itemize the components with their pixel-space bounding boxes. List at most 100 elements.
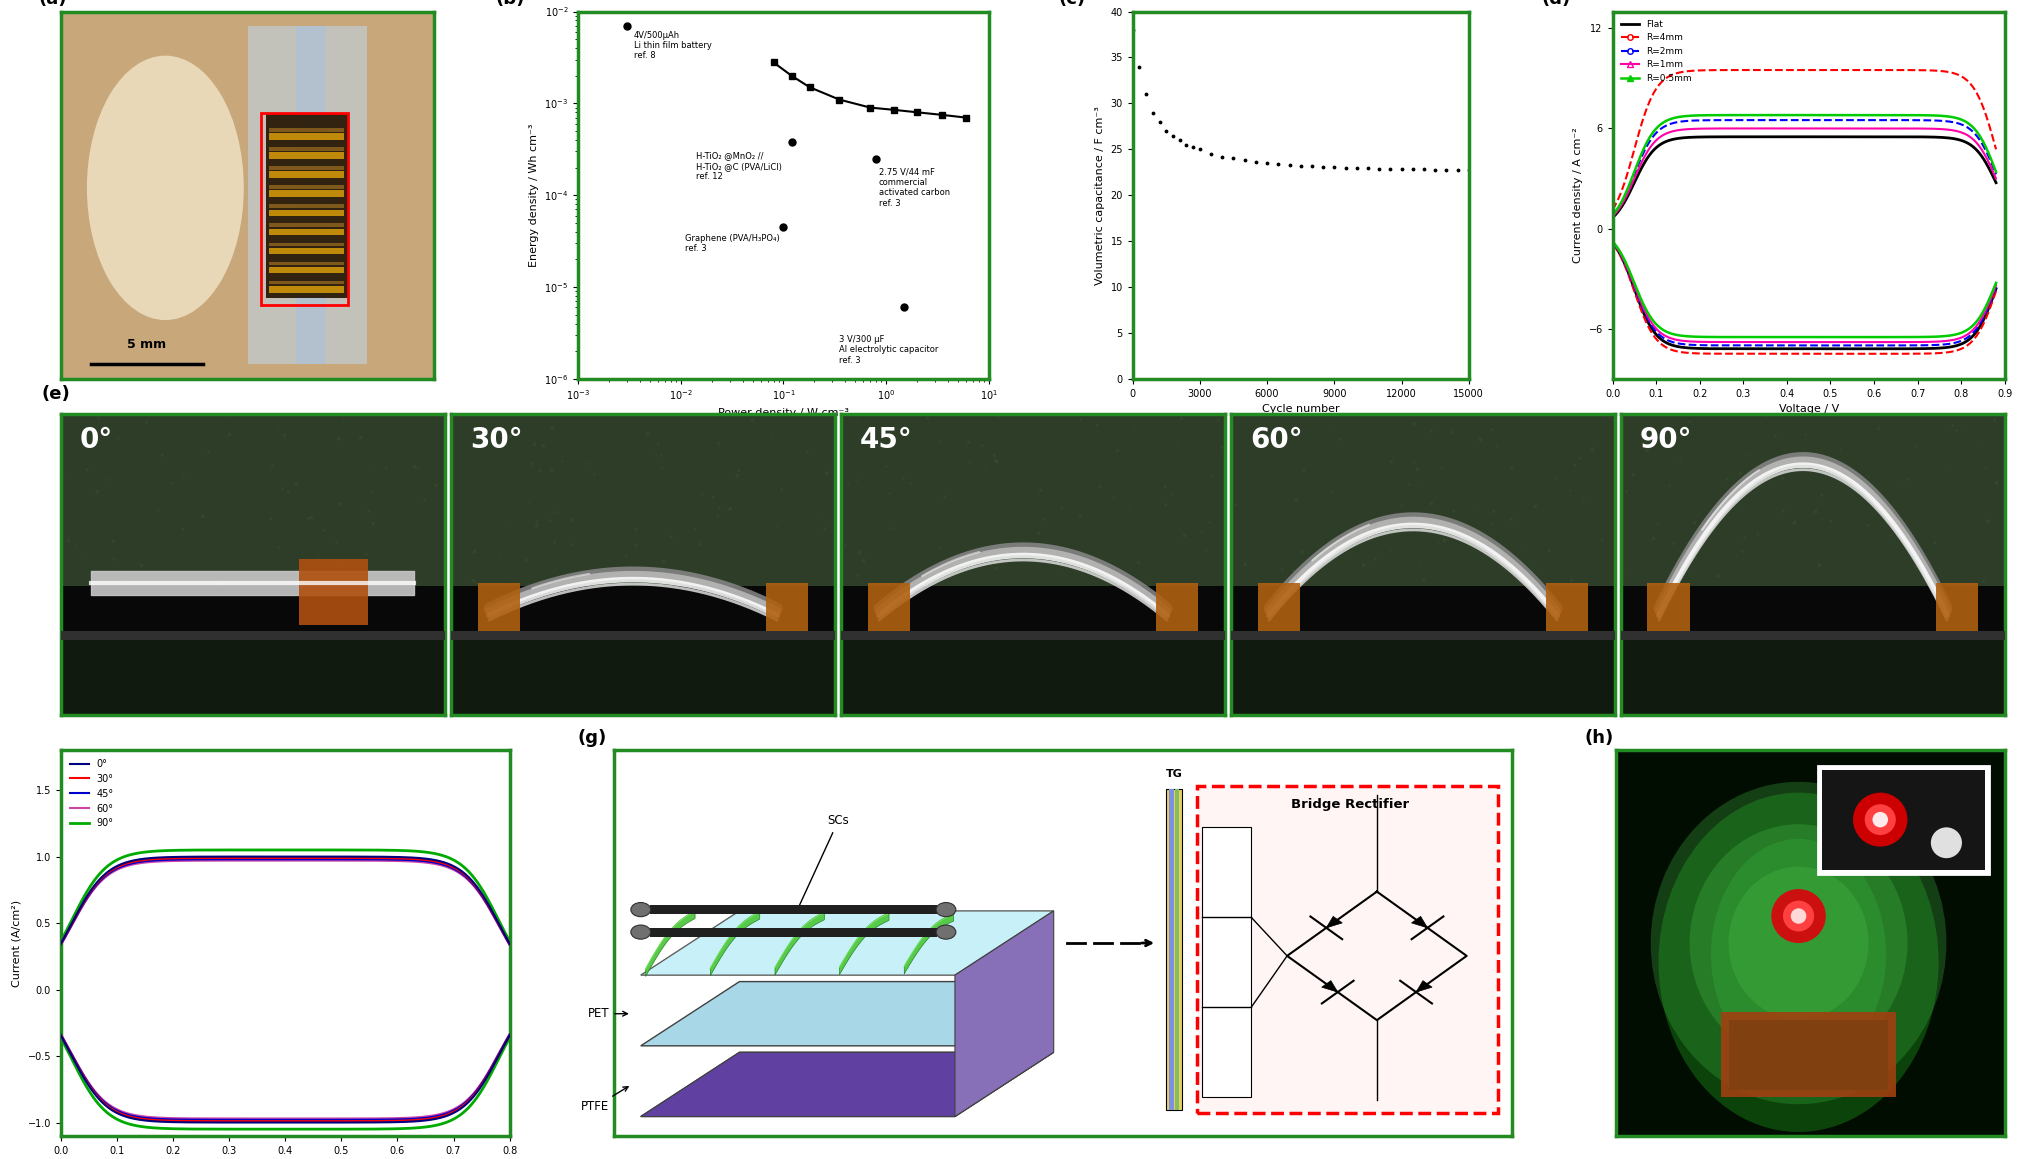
Circle shape bbox=[1930, 828, 1962, 858]
Circle shape bbox=[1853, 793, 1908, 846]
Text: 5 mm: 5 mm bbox=[128, 338, 166, 351]
Bar bbox=[650, 927, 938, 936]
Text: (e): (e) bbox=[43, 385, 71, 403]
Bar bbox=[247, 27, 367, 364]
Polygon shape bbox=[1322, 981, 1339, 992]
Polygon shape bbox=[1326, 917, 1343, 928]
Bar bbox=[269, 286, 344, 292]
Bar bbox=[840, 630, 1225, 640]
Bar bbox=[269, 262, 344, 265]
Polygon shape bbox=[640, 1052, 1053, 1116]
Bar bbox=[1231, 589, 1614, 715]
Circle shape bbox=[632, 903, 650, 917]
Bar bbox=[269, 242, 344, 246]
Bar bbox=[1721, 1013, 1895, 1098]
Bar bbox=[269, 228, 344, 235]
Text: 45°: 45° bbox=[861, 427, 913, 454]
Bar bbox=[1620, 589, 2005, 715]
Circle shape bbox=[1772, 889, 1827, 943]
Text: (h): (h) bbox=[1586, 729, 1614, 746]
Bar bbox=[1620, 630, 2005, 640]
Polygon shape bbox=[956, 911, 1053, 1116]
Bar bbox=[452, 630, 834, 640]
Bar bbox=[1166, 789, 1183, 1110]
Text: 3 V/300 μF
Al electrolytic capacitor
ref. 3: 3 V/300 μF Al electrolytic capacitor ref… bbox=[838, 335, 940, 365]
Bar bbox=[1620, 585, 2005, 640]
Bar bbox=[867, 583, 909, 630]
Bar bbox=[1168, 789, 1174, 1110]
Polygon shape bbox=[640, 911, 1053, 975]
Bar bbox=[296, 27, 326, 364]
Bar bbox=[269, 248, 344, 254]
Bar bbox=[269, 133, 344, 140]
Legend: Flat, R=4mm, R=2mm, R=1mm, R=0.5mm: Flat, R=4mm, R=2mm, R=1mm, R=0.5mm bbox=[1618, 16, 1695, 87]
Ellipse shape bbox=[1658, 793, 1938, 1132]
X-axis label: Power density / W cm⁻³: Power density / W cm⁻³ bbox=[719, 408, 848, 418]
Text: SCs: SCs bbox=[796, 815, 848, 914]
Bar bbox=[1174, 789, 1179, 1110]
Bar bbox=[1648, 583, 1689, 630]
Circle shape bbox=[1790, 909, 1806, 924]
Bar bbox=[840, 585, 1225, 640]
Text: 30°: 30° bbox=[470, 427, 522, 454]
Text: H-TiO₂ @MnO₂ //
H-TiO₂ @C (PVA/LiCl)
ref. 12: H-TiO₂ @MnO₂ // H-TiO₂ @C (PVA/LiCl) ref… bbox=[697, 152, 782, 181]
Legend: 0°, 30°, 45°, 60°, 90°: 0°, 30°, 45°, 60°, 90° bbox=[65, 755, 117, 832]
Bar bbox=[269, 127, 344, 132]
Bar bbox=[269, 267, 344, 274]
Bar bbox=[269, 190, 344, 197]
Circle shape bbox=[936, 903, 956, 917]
Ellipse shape bbox=[87, 56, 243, 320]
Circle shape bbox=[1865, 804, 1895, 834]
Bar bbox=[265, 115, 348, 298]
Bar bbox=[61, 630, 446, 640]
Text: Bridge Rectifier: Bridge Rectifier bbox=[1290, 799, 1409, 811]
Polygon shape bbox=[640, 982, 1053, 1045]
Polygon shape bbox=[640, 1052, 1053, 1116]
Text: 90°: 90° bbox=[1640, 427, 1693, 454]
Ellipse shape bbox=[1729, 867, 1869, 1020]
Bar bbox=[1545, 583, 1588, 630]
Bar bbox=[650, 905, 938, 914]
Bar bbox=[269, 147, 344, 151]
Bar bbox=[1156, 583, 1199, 630]
Text: (d): (d) bbox=[1541, 0, 1571, 8]
Bar bbox=[1231, 585, 1614, 640]
Bar bbox=[269, 166, 344, 170]
Text: 60°: 60° bbox=[1249, 427, 1302, 454]
Bar bbox=[1818, 766, 1989, 874]
Bar bbox=[61, 589, 446, 715]
Bar bbox=[269, 210, 344, 216]
Bar bbox=[61, 585, 446, 640]
Bar bbox=[269, 224, 344, 227]
Bar bbox=[1936, 583, 1978, 630]
Circle shape bbox=[1782, 901, 1814, 932]
Bar bbox=[261, 112, 348, 305]
Ellipse shape bbox=[1689, 824, 1908, 1062]
Text: PTFE: PTFE bbox=[581, 1087, 628, 1114]
Bar bbox=[478, 583, 520, 630]
X-axis label: Cycle number: Cycle number bbox=[1262, 404, 1339, 414]
Bar bbox=[300, 559, 369, 625]
Bar bbox=[269, 152, 344, 159]
Circle shape bbox=[632, 925, 650, 939]
Y-axis label: Current (A/cm²): Current (A/cm²) bbox=[12, 899, 22, 986]
Circle shape bbox=[936, 925, 956, 939]
X-axis label: Voltage / V: Voltage / V bbox=[1778, 404, 1839, 414]
Bar bbox=[1258, 583, 1300, 630]
Text: 2.75 V/44 mF
commercial
activated carbon
ref. 3: 2.75 V/44 mF commercial activated carbon… bbox=[879, 168, 950, 207]
Y-axis label: Current density / A cm⁻²: Current density / A cm⁻² bbox=[1573, 127, 1584, 263]
Bar bbox=[1201, 828, 1251, 1098]
Y-axis label: Energy density / Wh cm⁻³: Energy density / Wh cm⁻³ bbox=[529, 124, 539, 267]
Text: SCS: SCS bbox=[1221, 950, 1231, 975]
Bar bbox=[765, 583, 808, 630]
Bar bbox=[1231, 630, 1614, 640]
Text: PET: PET bbox=[587, 1007, 628, 1020]
Text: (g): (g) bbox=[577, 729, 608, 746]
Text: (a): (a) bbox=[38, 0, 67, 8]
Ellipse shape bbox=[1650, 782, 1946, 1105]
Bar bbox=[1822, 770, 1984, 869]
Polygon shape bbox=[1415, 981, 1432, 992]
Ellipse shape bbox=[1711, 839, 1885, 1070]
Bar bbox=[269, 185, 344, 189]
Text: Graphene (PVA/H₃PO₄)
ref. 3: Graphene (PVA/H₃PO₄) ref. 3 bbox=[684, 234, 780, 253]
